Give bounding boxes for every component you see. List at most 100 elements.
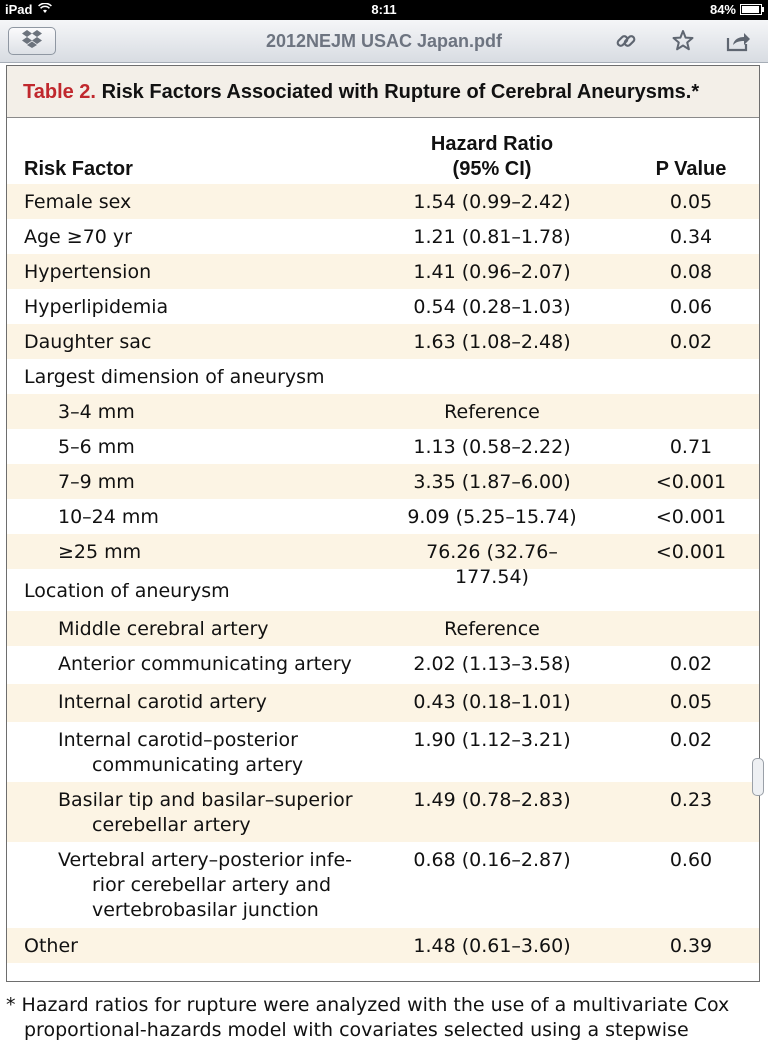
table-caption-text: Risk Factors Associated with Rupture of … bbox=[101, 81, 700, 103]
table-row: Internal carotid–posterior communicating… bbox=[7, 722, 759, 782]
table-row: 5–6 mm 1.13 (0.58–2.22) 0.71 bbox=[7, 429, 759, 464]
risk-factor-cell: Middle cerebral artery bbox=[58, 618, 269, 640]
hazard-ratio-cell: 76.26 (32.76–177.54) bbox=[426, 541, 558, 588]
battery-icon bbox=[740, 4, 764, 15]
header-risk-factor: Risk Factor bbox=[24, 158, 133, 180]
hazard-ratio-cell: 0.43 (0.18–1.01) bbox=[413, 691, 571, 713]
table-row: 10–24 mm 9.09 (5.25–15.74) <0.001 bbox=[7, 499, 759, 534]
p-value-cell: 0.02 bbox=[669, 729, 713, 751]
risk-factor-line: Internal carotid–posterior bbox=[58, 729, 298, 751]
risk-factor-cell: Vertebral artery–posterior infe- rior ce… bbox=[58, 848, 352, 923]
p-value-cell: <0.001 bbox=[655, 506, 727, 528]
hazard-ratio-cell: 1.49 (0.78–2.83) bbox=[413, 789, 571, 811]
table-row: Daughter sac 1.63 (1.08–2.48) 0.02 bbox=[7, 324, 759, 359]
p-value-cell: 0.23 bbox=[669, 789, 713, 811]
p-value-cell: <0.001 bbox=[655, 541, 727, 563]
table-row: Hyperlipidemia 0.54 (0.28–1.03) 0.06 bbox=[7, 289, 759, 324]
p-value-cell: 0.71 bbox=[669, 436, 713, 458]
risk-factor-cell: 3–4 mm bbox=[58, 401, 135, 423]
hazard-ratio-cell: 1.54 (0.99–2.42) bbox=[413, 191, 571, 213]
hazard-ratio-cell: 1.21 (0.81–1.78) bbox=[413, 226, 571, 248]
risk-factor-line: cerebellar artery bbox=[92, 814, 251, 836]
table-row: Location of aneurysm bbox=[7, 569, 759, 611]
risk-factor-line: Vertebral artery–posterior infe- bbox=[58, 849, 352, 871]
share-icon[interactable] bbox=[726, 29, 750, 53]
risk-factor-cell: Age ≥70 yr bbox=[24, 226, 132, 248]
hazard-ratio-cell: 1.90 (1.12–3.21) bbox=[413, 729, 571, 751]
risk-factor-cell: Basilar tip and basilar–superior cerebel… bbox=[58, 788, 353, 838]
risk-factor-line: rior cerebellar artery and bbox=[92, 874, 332, 896]
header-p-value: P Value bbox=[655, 158, 727, 180]
risk-factor-cell: Other bbox=[24, 935, 78, 957]
table-row: Vertebral artery–posterior infe- rior ce… bbox=[7, 842, 759, 928]
hazard-ratio-cell: 1.63 (1.08–2.48) bbox=[413, 331, 571, 353]
risk-factor-line: Basilar tip and basilar–superior bbox=[58, 789, 353, 811]
table-row: Anterior communicating artery 2.02 (1.13… bbox=[7, 646, 759, 684]
table-row: Largest dimension of aneurysm bbox=[7, 359, 759, 394]
footnote: * Hazard ratios for rupture were analyze… bbox=[6, 994, 730, 1016]
document-title: 2012NEJM USAC Japan.pdf bbox=[265, 31, 503, 51]
star-icon[interactable] bbox=[671, 29, 695, 53]
header-hazard-ratio: Hazard Ratio (95% CI) bbox=[392, 132, 592, 182]
pdf-page[interactable]: Table 2. Risk Factors Associated with Ru… bbox=[0, 63, 768, 1041]
dropbox-button[interactable] bbox=[8, 27, 56, 55]
hazard-ratio-cell: 1.48 (0.61–3.60) bbox=[413, 935, 571, 957]
risk-factor-cell: Anterior communicating artery bbox=[58, 653, 352, 675]
scroll-thumb[interactable] bbox=[752, 758, 764, 796]
p-value-cell: 0.05 bbox=[669, 691, 713, 713]
hazard-ratio-cell: 0.54 (0.28–1.03) bbox=[413, 296, 571, 318]
hazard-ratio-cell: 9.09 (5.25–15.74) bbox=[407, 506, 577, 528]
hazard-ratio-cell: Reference bbox=[444, 618, 540, 640]
table-row: Middle cerebral artery Reference bbox=[7, 611, 759, 646]
hazard-ratio-cell: 1.13 (0.58–2.22) bbox=[413, 436, 571, 458]
risk-factor-cell: Internal carotid–posterior communicating… bbox=[58, 728, 303, 778]
link-icon[interactable] bbox=[614, 29, 638, 53]
status-bar: iPad 8:11 84% bbox=[0, 0, 768, 20]
table-row: Internal carotid artery 0.43 (0.18–1.01)… bbox=[7, 684, 759, 722]
p-value-cell: 0.08 bbox=[669, 261, 713, 283]
risk-factor-cell: Internal carotid artery bbox=[58, 691, 267, 713]
clock: 8:11 bbox=[371, 2, 397, 17]
risk-factor-line: communicating artery bbox=[92, 754, 304, 776]
section-label: Largest dimension of aneurysm bbox=[24, 366, 325, 388]
device-label: iPad bbox=[5, 2, 33, 17]
risk-factor-cell: 7–9 mm bbox=[58, 471, 135, 493]
table-row: 3–4 mm Reference bbox=[7, 394, 759, 429]
toolbar: 2012NEJM USAC Japan.pdf bbox=[0, 20, 768, 63]
table-row: Hypertension 1.41 (0.96–2.07) 0.08 bbox=[7, 254, 759, 289]
table-row: ≥25 mm 76.26 (32.76–177.54) <0.001 bbox=[7, 534, 759, 588]
hazard-ratio-cell: Reference bbox=[444, 401, 540, 423]
table-2: Table 2. Risk Factors Associated with Ru… bbox=[6, 65, 760, 982]
header-hazard-ratio-line2: (95% CI) bbox=[452, 158, 532, 180]
p-value-cell: 0.60 bbox=[669, 849, 713, 871]
p-value-cell: 0.02 bbox=[669, 653, 713, 675]
p-value-cell: 0.06 bbox=[669, 296, 713, 318]
dropbox-icon bbox=[21, 29, 43, 54]
table-caption-label: Table 2. bbox=[23, 81, 96, 103]
p-value-cell: 0.02 bbox=[669, 331, 713, 353]
risk-factor-cell: ≥25 mm bbox=[58, 541, 142, 563]
table-caption: Table 2. Risk Factors Associated with Ru… bbox=[7, 66, 759, 118]
hazard-ratio-cell: 1.41 (0.96–2.07) bbox=[413, 261, 571, 283]
p-value-cell: 0.05 bbox=[669, 191, 713, 213]
section-label: Location of aneurysm bbox=[24, 580, 230, 602]
p-value-cell: 0.34 bbox=[669, 226, 713, 248]
p-value-cell: <0.001 bbox=[655, 471, 727, 493]
battery-percent: 84% bbox=[709, 2, 736, 17]
wifi-icon bbox=[38, 2, 53, 17]
table-row: Other 1.48 (0.61–3.60) 0.39 bbox=[7, 928, 759, 963]
risk-factor-cell: Daughter sac bbox=[24, 331, 152, 353]
table-header: Risk Factor Hazard Ratio (95% CI) P Valu… bbox=[7, 118, 759, 184]
table-row: Female sex 1.54 (0.99–2.42) 0.05 bbox=[7, 184, 759, 219]
risk-factor-cell: Hypertension bbox=[24, 261, 152, 283]
risk-factor-cell: 5–6 mm bbox=[58, 436, 135, 458]
table-row: Age ≥70 yr 1.21 (0.81–1.78) 0.34 bbox=[7, 219, 759, 254]
hazard-ratio-cell: 0.68 (0.16–2.87) bbox=[413, 849, 571, 871]
table-row: 7–9 mm 3.35 (1.87–6.00) <0.001 bbox=[7, 464, 759, 499]
hazard-ratio-cell: 2.02 (1.13–3.58) bbox=[413, 653, 571, 675]
risk-factor-line: vertebrobasilar junction bbox=[92, 899, 319, 921]
risk-factor-cell: Hyperlipidemia bbox=[24, 296, 169, 318]
footnote-line2: proportional-hazards model with covariat… bbox=[24, 1019, 689, 1041]
header-hazard-ratio-line1: Hazard Ratio bbox=[430, 133, 554, 155]
hazard-ratio-cell: 3.35 (1.87–6.00) bbox=[413, 471, 571, 493]
